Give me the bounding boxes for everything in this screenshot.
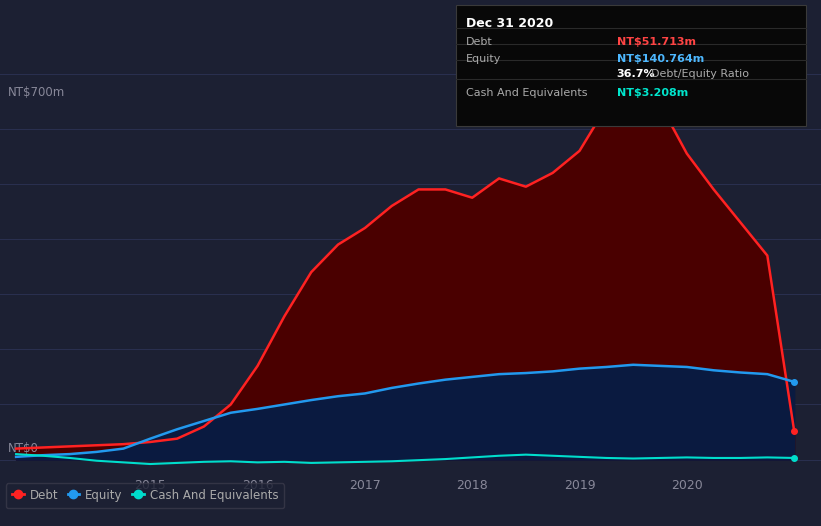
Text: NT$0: NT$0 (8, 442, 39, 456)
Text: NT$51.713m: NT$51.713m (617, 37, 695, 47)
Text: NT$140.764m: NT$140.764m (617, 54, 704, 64)
Legend: Debt, Equity, Cash And Equivalents: Debt, Equity, Cash And Equivalents (6, 483, 284, 508)
Text: Cash And Equivalents: Cash And Equivalents (466, 88, 588, 98)
Text: Dec 31 2020: Dec 31 2020 (466, 17, 553, 30)
Text: NT$3.208m: NT$3.208m (617, 88, 688, 98)
Text: NT$700m: NT$700m (8, 86, 66, 99)
Text: Debt/Equity Ratio: Debt/Equity Ratio (651, 69, 749, 79)
Text: Debt: Debt (466, 37, 493, 47)
Text: 36.7%: 36.7% (617, 69, 655, 79)
Text: Equity: Equity (466, 54, 502, 64)
